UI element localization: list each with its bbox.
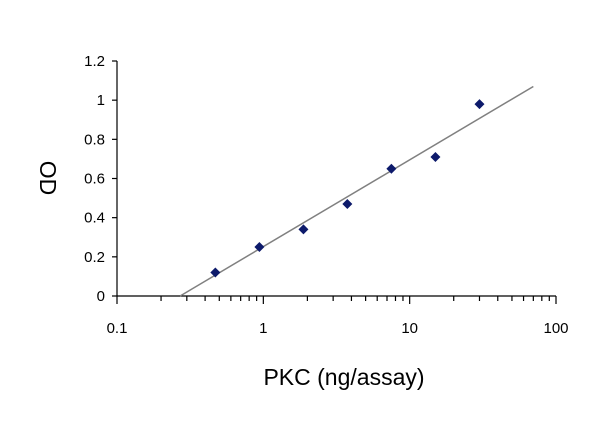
- data-point: [254, 242, 265, 253]
- data-point: [430, 151, 441, 162]
- y-tick-label: 0: [97, 288, 105, 305]
- data-points: [210, 99, 485, 278]
- y-tick-label: 0.4: [84, 210, 105, 227]
- y-axis-title: OD: [35, 161, 61, 196]
- y-tick-label: 1: [97, 92, 105, 109]
- x-tick-label: 0.1: [107, 320, 128, 337]
- data-point: [474, 99, 485, 110]
- data-point: [298, 224, 309, 235]
- x-tick-label: 1: [259, 320, 267, 337]
- y-tick-label: 1.2: [84, 53, 105, 70]
- tick-labels: 0 0.2 0.4 0.6 0.8 1 1.2 0.1 1 10 100: [84, 53, 568, 337]
- x-tick-label: 100: [543, 320, 568, 337]
- data-point: [386, 163, 397, 174]
- data-point: [210, 267, 221, 278]
- trendline-layer: [179, 85, 534, 297]
- y-tick-label: 0.8: [84, 131, 105, 148]
- axes: [112, 60, 557, 304]
- y-tick-label: 0.6: [84, 171, 105, 188]
- x-tick-label: 10: [401, 320, 418, 337]
- y-tick-label: 0.2: [84, 249, 105, 266]
- trendline: [179, 85, 534, 297]
- data-point: [342, 198, 353, 209]
- x-axis-title: PKC (ng/assay): [263, 364, 424, 390]
